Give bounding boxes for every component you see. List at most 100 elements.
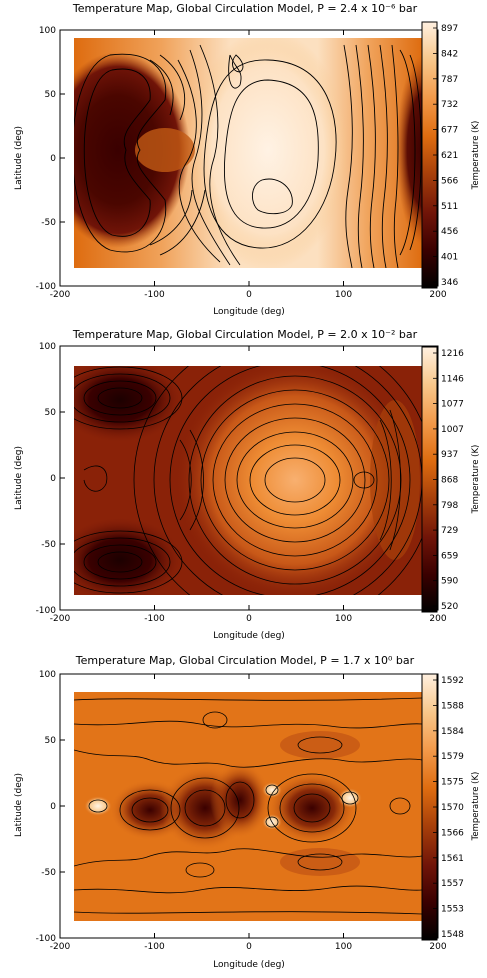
y-tick-label: 100 <box>39 26 56 36</box>
colorbar-tick-label: 1570 <box>441 803 464 813</box>
y-tick-label: -100 <box>36 282 57 292</box>
colorbar-tick-label: 1548 <box>441 930 464 940</box>
colorbar-tick-label: 1575 <box>441 778 464 788</box>
x-tick-label: 0 <box>246 942 252 952</box>
x-tick-label: 200 <box>429 290 446 300</box>
panel-2-ylabel: Latitude (deg) <box>14 446 24 510</box>
colorbar-tick-label: 346 <box>441 278 458 288</box>
panel-3-colorbar: 1592 1588 1584 1579 1575 1570 1566 1561 1557 1553… <box>421 673 481 941</box>
panel-2-contours <box>74 366 422 595</box>
x-tick-label: -200 <box>50 942 71 952</box>
y-tick-label: 50 <box>45 408 57 418</box>
panel-3-colorbar-label: Temperature (K) <box>471 772 481 842</box>
panel-2-xlabel: Longitude (deg) <box>213 631 285 641</box>
colorbar-tick-label: 1566 <box>441 828 464 838</box>
panel-2: Temperature Map, Global Circulation Mode… <box>14 328 481 641</box>
panel-3-dark-region-4 <box>267 772 357 844</box>
colorbar-tick-label: 897 <box>441 24 458 34</box>
colorbar-tick-label: 1216 <box>441 349 464 359</box>
colorbar-tick-label: 1146 <box>441 374 464 384</box>
panel-3-contours <box>74 697 422 915</box>
panel-3-warm-band-north <box>280 731 360 759</box>
colorbar-tick-label: 729 <box>441 526 458 536</box>
panel-2-hotspot <box>175 366 415 595</box>
panel-3-light-region-1 <box>262 782 282 798</box>
panel-3-light-region-3 <box>338 788 362 808</box>
panel-2-warm-east <box>370 400 420 560</box>
colorbar-tick-label: 1553 <box>441 905 464 915</box>
colorbar-tick-label: 1584 <box>441 727 464 737</box>
panel-3: Temperature Map, Global Circulation Mode… <box>14 654 481 970</box>
panel-1-cold-notch <box>135 128 195 172</box>
colorbar-tick-label: 732 <box>441 100 458 110</box>
y-tick-label: -50 <box>41 868 56 878</box>
colorbar-tick-label: 566 <box>441 176 458 186</box>
x-tick-label: -100 <box>144 614 165 624</box>
colorbar-tick-label: 621 <box>441 151 458 161</box>
panel-1-title: Temperature Map, Global Circulation Mode… <box>72 2 418 15</box>
panel-1-hotspot <box>188 38 348 268</box>
panel-3-title: Temperature Map, Global Circulation Mode… <box>75 654 415 667</box>
colorbar-tick-label: 842 <box>441 49 458 59</box>
panel-2-colorbar: 1216 1146 1077 1007 937 868 798 729 659 590 520 Te… <box>421 346 481 613</box>
colorbar-tick-label: 1579 <box>441 752 464 762</box>
panel-1-ylabel: Latitude (deg) <box>14 126 24 190</box>
panel-1-cold-region-west <box>74 52 190 248</box>
y-tick-label: 100 <box>39 342 56 352</box>
panel-1: Temperature Map, Global Circulation Mode… <box>14 2 481 317</box>
panel-2-field <box>74 366 422 595</box>
y-tick-label: 50 <box>45 736 57 746</box>
panel-3-warm-band-south <box>280 848 360 876</box>
y-tick-label: 0 <box>50 802 56 812</box>
y-tick-label: 50 <box>45 90 57 100</box>
panel-3-ylabel: Latitude (deg) <box>14 773 24 837</box>
y-tick-label: 0 <box>50 154 56 164</box>
colorbar-tick-label: 787 <box>441 75 458 85</box>
y-tick-label: 100 <box>39 670 56 680</box>
colorbar-tick-label: 401 <box>441 253 458 263</box>
x-tick-label: 200 <box>429 614 446 624</box>
x-tick-label: -200 <box>50 290 71 300</box>
x-tick-label: 200 <box>429 942 446 952</box>
x-tick-label: 100 <box>335 614 352 624</box>
colorbar-tick-label: 937 <box>441 450 458 460</box>
panel-3-light-region-4 <box>84 796 112 816</box>
colorbar-tick-label: 1588 <box>441 701 464 711</box>
colorbar-tick-label: 868 <box>441 476 458 486</box>
x-tick-label: 0 <box>246 614 252 624</box>
panel-2-cold-south <box>74 518 182 595</box>
panel-2-colorbar-label: Temperature (K) <box>471 445 481 515</box>
x-tick-label: -200 <box>50 614 71 624</box>
colorbar-tick-label: 1561 <box>441 854 464 864</box>
panel-2-title: Temperature Map, Global Circulation Mode… <box>72 328 418 341</box>
panel-1-xlabel: Longitude (deg) <box>213 307 285 317</box>
colorbar-tick-label: 677 <box>441 126 458 136</box>
colorbar-tick-label: 798 <box>441 501 458 511</box>
panel-3-dark-region-3 <box>210 762 270 838</box>
y-tick-label: -50 <box>41 218 56 228</box>
colorbar-tick-label: 659 <box>441 551 458 561</box>
panel-3-xlabel: Longitude (deg) <box>213 960 285 970</box>
y-tick-label: -100 <box>36 606 57 616</box>
panel-1-colorbar: 897 842 787 732 677 621 566 511 456 401 346 Temper… <box>421 21 481 289</box>
y-tick-label: -50 <box>41 540 56 550</box>
x-tick-label: -100 <box>144 942 165 952</box>
panel-1-contours <box>74 44 422 268</box>
colorbar-tick-label: 1007 <box>441 425 464 435</box>
x-tick-label: 100 <box>335 290 352 300</box>
colorbar-tick-label: 1557 <box>441 879 464 889</box>
colorbar-tick-label: 1077 <box>441 400 464 410</box>
colorbar-tick-label: 456 <box>441 227 458 237</box>
x-tick-label: -100 <box>144 290 165 300</box>
panel-1-colorbar-label: Temperature (K) <box>471 121 481 191</box>
y-tick-label: -100 <box>36 934 57 944</box>
panel-1-cold-region-east <box>396 55 422 245</box>
colorbar-tick-label: 1592 <box>441 676 464 686</box>
x-tick-label: 0 <box>246 290 252 300</box>
y-tick-label: 0 <box>50 474 56 484</box>
x-tick-label: 100 <box>335 942 352 952</box>
